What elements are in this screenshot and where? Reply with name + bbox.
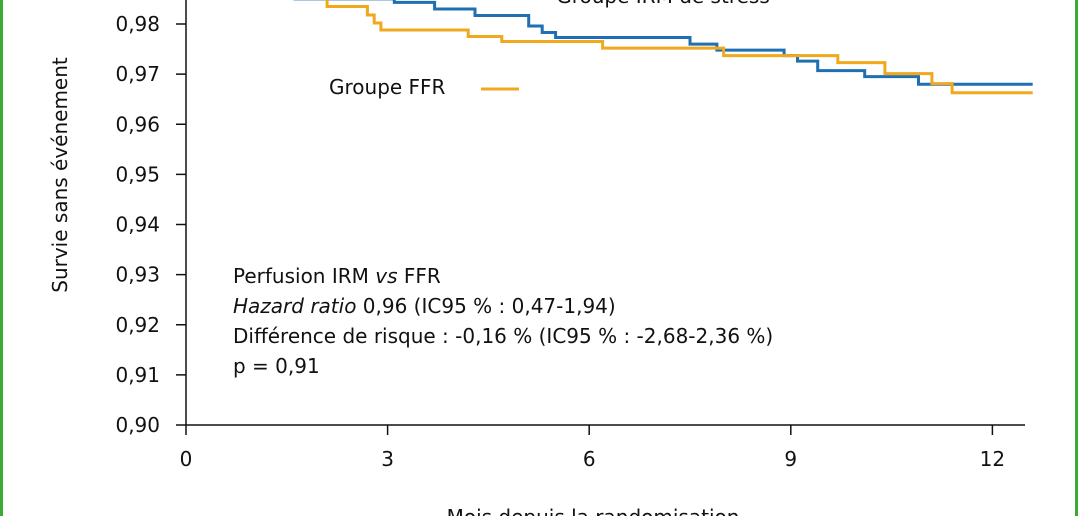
y-tick-label: 0,90 — [115, 413, 160, 437]
series-layer — [293, 0, 1033, 95]
annotation-line-3: Différence de risque : -0,16 % (IC95 % :… — [233, 324, 773, 348]
x-tick-label: 6 — [583, 447, 596, 471]
y-tick-label: 0,94 — [115, 213, 160, 237]
x-axis-label: Mois depuis la randomisation — [447, 505, 740, 516]
series-line-irm — [293, 0, 1033, 86]
y-axis-label: Survie sans événement — [48, 57, 72, 293]
y-tick-label: 0,92 — [115, 313, 160, 337]
stats-annotation: Perfusion IRM vs FFR Hazard ratio 0,96 (… — [233, 264, 773, 378]
x-tick-label: 0 — [180, 447, 193, 471]
annotation-line-1: Perfusion IRM vs FFR — [233, 264, 441, 288]
y-tick-label: 0,96 — [115, 112, 160, 136]
x-tick-label: 3 — [381, 447, 394, 471]
x-ticks: 0 3 6 9 12 — [180, 425, 1005, 471]
y-tick-label: 0,97 — [115, 62, 160, 86]
annotation-line-4: p = 0,91 — [233, 354, 320, 378]
x-tick-label: 9 — [784, 447, 797, 471]
x-tick-label: 12 — [980, 447, 1005, 471]
series-label-ffr: Groupe FFR — [329, 75, 446, 99]
y-tick-label: 0,91 — [115, 363, 160, 387]
annotation-line-2: Hazard ratio 0,96 (IC95 % : 0,47-1,94) — [233, 294, 616, 318]
y-tick-label: 0,95 — [115, 162, 160, 186]
y-tick-label: 0,98 — [115, 12, 160, 36]
legend-layer: Groupe IRM de stress Groupe FFR — [329, 0, 770, 99]
y-ticks: 0,90 0,91 0,92 0,93 0,94 0,95 0,96 0,97 0,98 — [115, 12, 186, 437]
series-label-irm: Groupe IRM de stress — [556, 0, 770, 8]
y-tick-label: 0,93 — [115, 263, 160, 287]
survival-chart: 0,90 0,91 0,92 0,93 0,94 0,95 0,96 0,97 0,98 0 3 6… — [48, 0, 1033, 520]
series-line-ffr — [325, 0, 1033, 95]
